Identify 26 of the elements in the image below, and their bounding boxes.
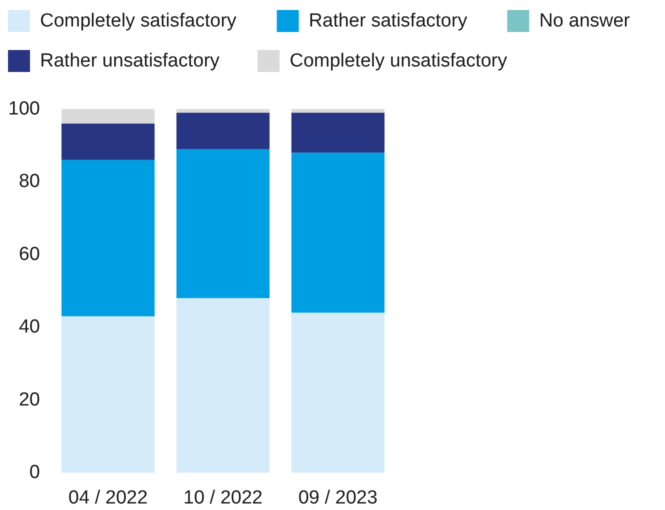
bar <box>291 152 385 313</box>
y-tick-label: 20 <box>18 389 40 410</box>
x-tick-label: 04 / 2022 <box>68 488 148 508</box>
bar <box>176 149 270 298</box>
bar <box>61 316 155 473</box>
bar <box>291 312 385 473</box>
bar <box>61 160 155 316</box>
y-tick-label: 80 <box>18 171 40 192</box>
legend-label: Completely unsatisfactory <box>290 50 508 72</box>
bar <box>291 112 385 153</box>
legend-label: Rather unsatisfactory <box>40 50 220 72</box>
bar <box>176 109 270 113</box>
bar <box>61 124 155 160</box>
legend-label: Rather satisfactory <box>308 10 468 32</box>
bar <box>291 109 385 113</box>
legend-label: No answer <box>539 10 631 32</box>
bar <box>176 112 270 150</box>
y-tick-label: 100 <box>8 98 40 120</box>
legend-label: Completely satisfactory <box>40 10 237 32</box>
x-tick-label: 09 / 2023 <box>298 488 378 508</box>
x-tick-label: 10 / 2022 <box>183 488 263 508</box>
bar <box>61 109 155 124</box>
y-tick-label: 60 <box>18 244 40 265</box>
y-tick-label: 0 <box>29 462 40 484</box>
y-tick-label: 40 <box>18 316 40 338</box>
bar <box>176 298 270 473</box>
